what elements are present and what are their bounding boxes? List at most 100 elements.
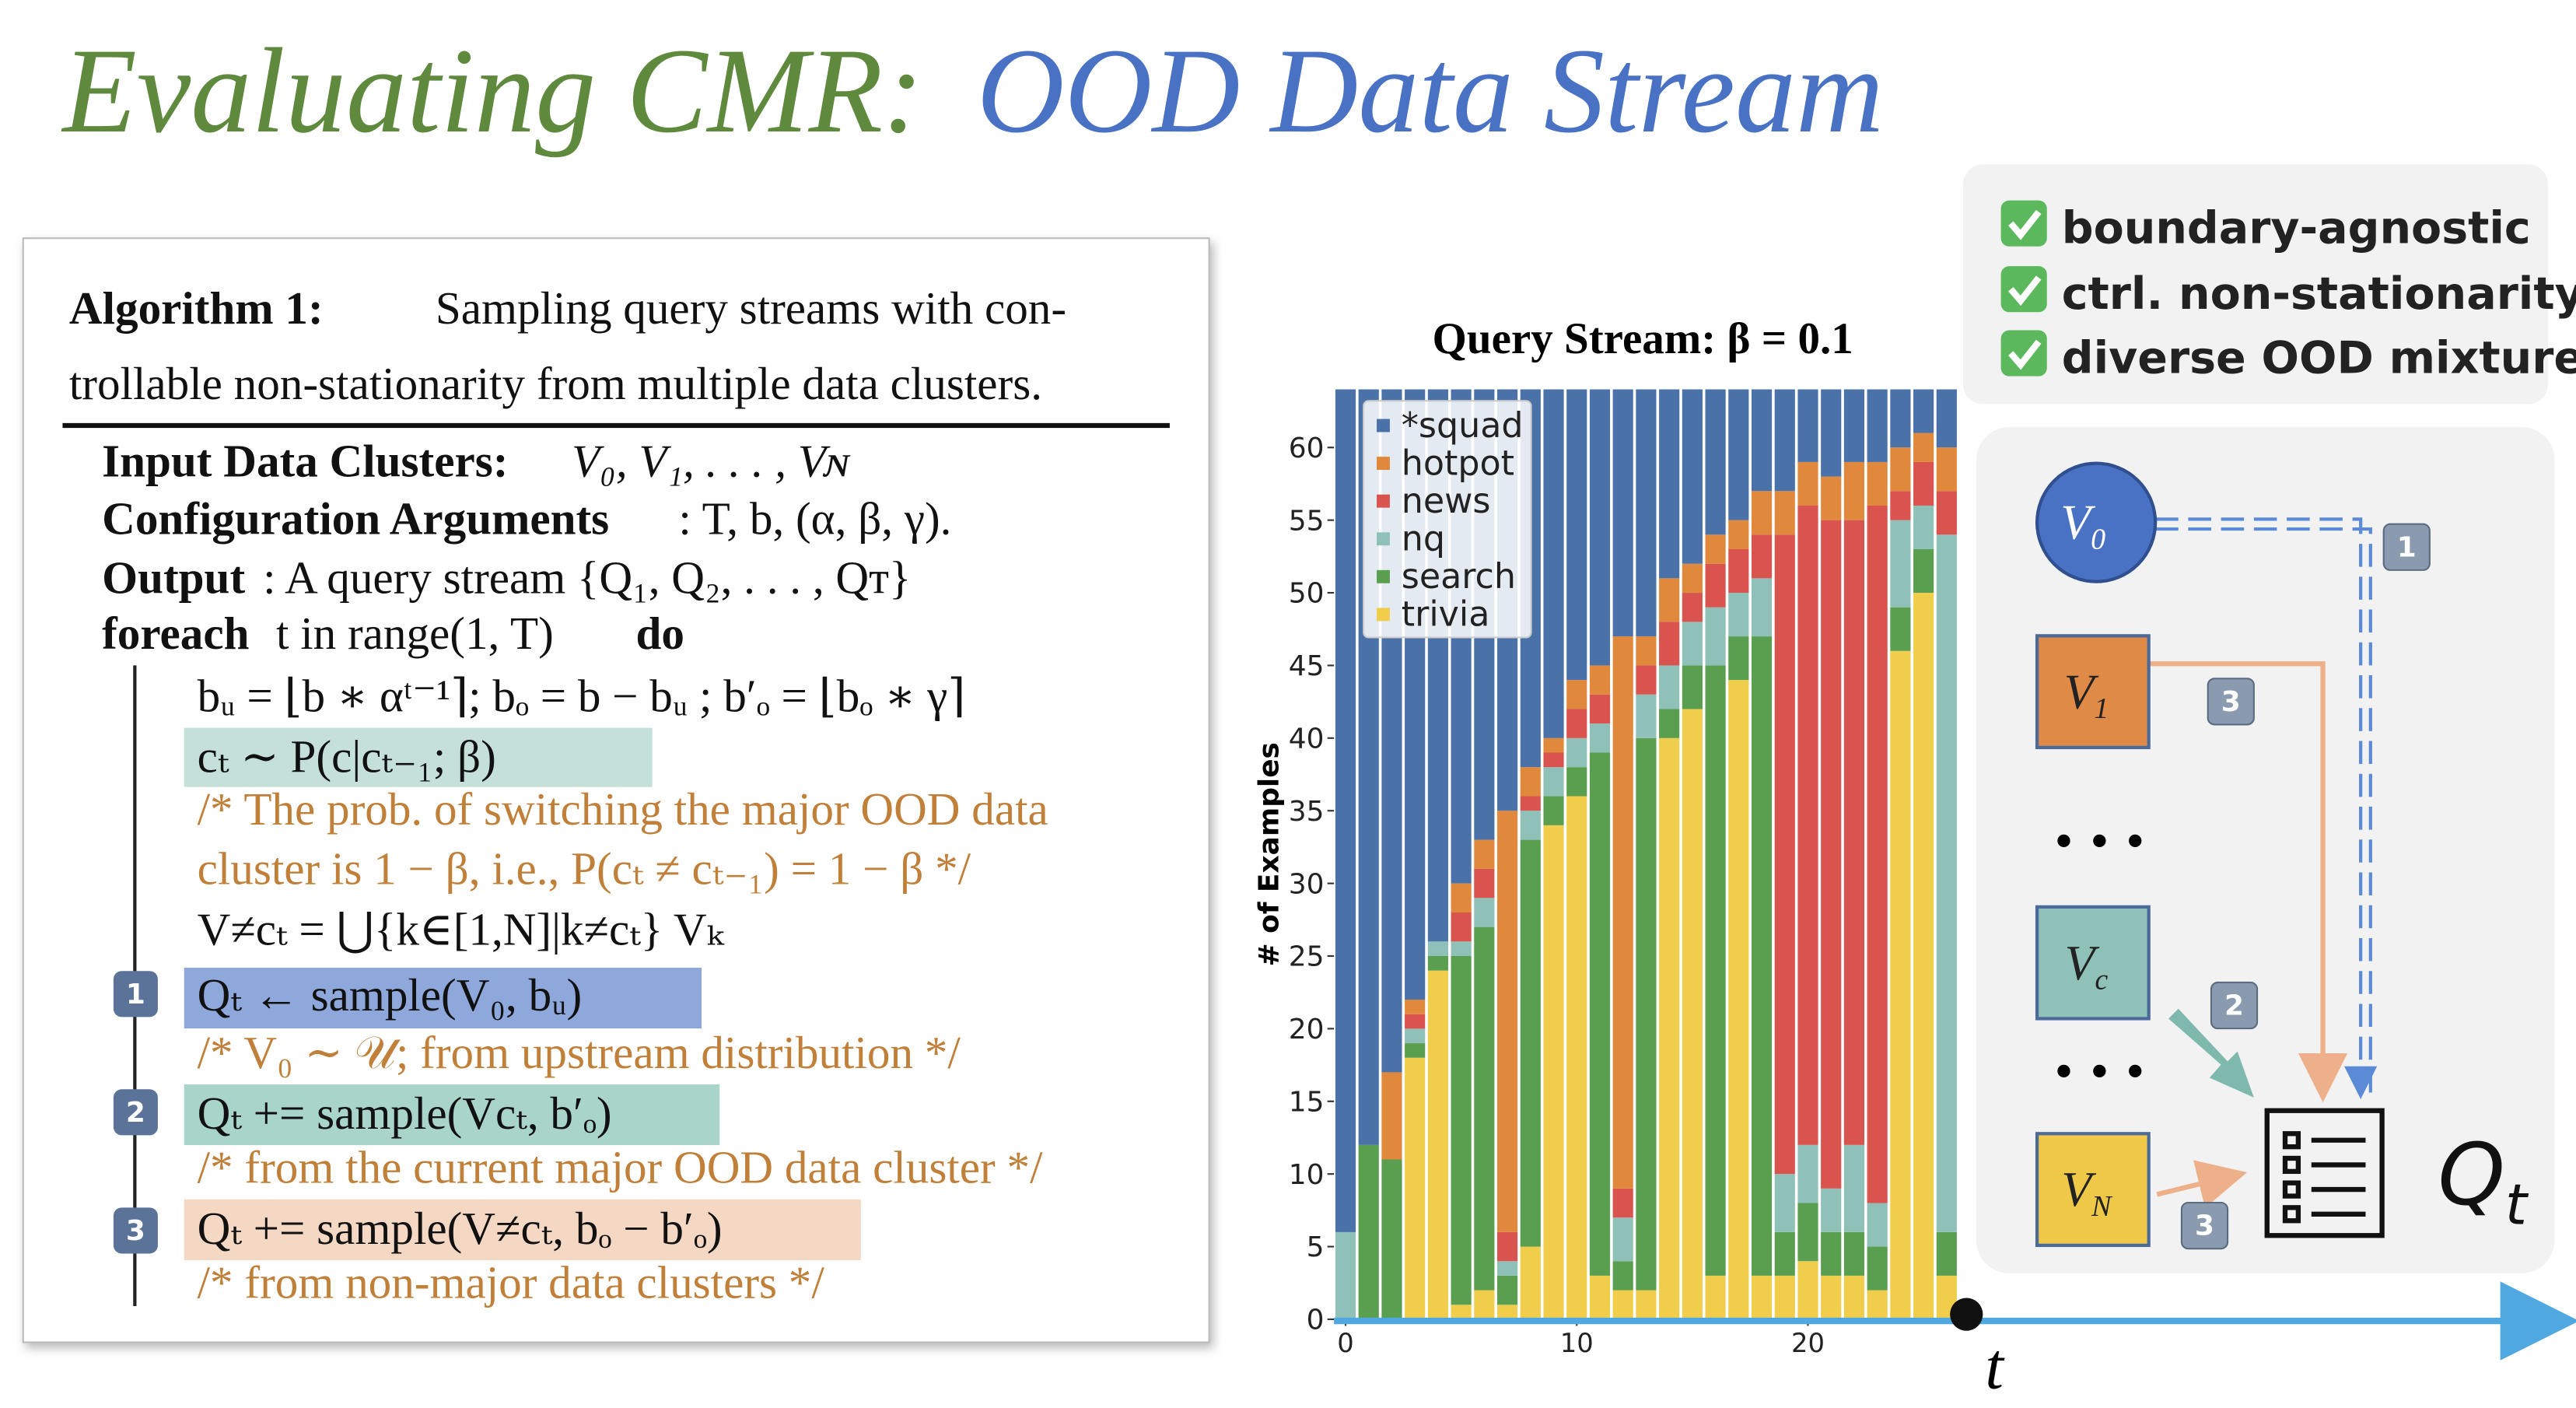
title-part: OOD Data Stream — [977, 23, 1884, 158]
bar-segment — [1682, 389, 1703, 564]
arrow — [2148, 661, 2348, 1103]
bar-segment — [1797, 1203, 1818, 1262]
input-text: t in range(1, T) — [276, 608, 554, 659]
bar-segment — [1520, 839, 1541, 1247]
y-tick-label: 25 — [1289, 941, 1325, 973]
bar-segment — [1381, 1159, 1402, 1319]
bar-segment — [1566, 389, 1587, 681]
bar-segment — [1659, 737, 1680, 1319]
node — [2035, 634, 2151, 750]
legend-label: nq — [1402, 520, 1445, 559]
bar-segment — [1589, 1275, 1611, 1319]
bar-segment — [1636, 694, 1657, 738]
time-dot — [1950, 1298, 1983, 1331]
legend-marker — [1377, 569, 1390, 583]
bar-segment — [1427, 941, 1448, 956]
input-text: do — [636, 608, 684, 659]
code-line: V≠cₜ = ⋃{k∈[1,N]|k≠cₜ} Vₖ — [198, 903, 725, 954]
input-label: Input Data Clusters: — [102, 435, 508, 486]
bar-segment — [1381, 1072, 1402, 1160]
bar-segment — [1936, 1231, 1957, 1276]
bar-segment — [1797, 1261, 1818, 1319]
bar-segment — [1612, 389, 1633, 637]
bar-segment — [1890, 389, 1911, 448]
node-base: V — [2065, 936, 2100, 990]
bar-segment — [1821, 1188, 1842, 1232]
input-label: foreach — [102, 608, 249, 659]
bar-segment — [1474, 898, 1495, 927]
code-line: Qₜ ← sample(V₀, bᵤ) — [198, 969, 583, 1021]
badge — [113, 971, 158, 1017]
bar-segment — [1659, 665, 1680, 709]
bar-segment — [1612, 1290, 1633, 1319]
bar-segment — [1451, 1305, 1472, 1319]
legend-marker — [1377, 457, 1390, 471]
node-label: VN — [2061, 1162, 2113, 1223]
y-axis-label: # of Examples — [1253, 742, 1285, 966]
algorithm-caption: trollable non-stationarity from multiple… — [69, 358, 1042, 409]
bar-segment — [1774, 389, 1795, 492]
highlight — [184, 1084, 720, 1146]
bar-segment — [1589, 665, 1611, 695]
highlight — [184, 727, 653, 787]
bar-segment — [1589, 389, 1611, 666]
y-tick-label: 35 — [1289, 796, 1325, 828]
bar-segment — [1913, 389, 1934, 433]
node-sub: 0 — [2091, 523, 2105, 555]
bar-segment — [1612, 1188, 1633, 1218]
bar-segment — [1936, 491, 1957, 535]
axis-label: t — [1985, 1331, 2005, 1403]
bar-segment — [1867, 389, 1888, 462]
bar-segment — [1612, 1261, 1633, 1291]
badge-text: 3 — [126, 1215, 145, 1247]
bar-segment — [1843, 1144, 1865, 1232]
arrow — [2155, 517, 2378, 1099]
legend-marker — [1377, 494, 1390, 508]
bar-segment — [1843, 389, 1865, 462]
bar-segment — [1728, 680, 1749, 1319]
bar-segment — [1682, 709, 1703, 1319]
input-text: : T, b, (α, β, γ). — [678, 492, 951, 544]
check-icon — [2000, 266, 2047, 313]
chart-title: Query Stream: β = 0.1 — [1433, 314, 1853, 363]
feature: ctrl. non-stationarity — [2062, 268, 2576, 320]
input-label: Configuration Arguments — [102, 492, 609, 544]
bar-segment — [1890, 650, 1911, 1319]
bar-segment — [1728, 389, 1749, 520]
algorithm-box — [22, 237, 1210, 1343]
code-comment: /* from the current major OOD data clust… — [198, 1142, 1043, 1193]
bar-segment — [1612, 1217, 1633, 1262]
code-comment: /* The prob. of switching the major OOD … — [198, 783, 1048, 835]
bar-segment — [1474, 926, 1495, 1291]
bar-segment — [1496, 1231, 1518, 1262]
bar-segment — [1427, 970, 1448, 1319]
bar-segment — [1913, 505, 1934, 550]
highlight — [184, 967, 702, 1029]
bar-segment — [1682, 593, 1703, 622]
node-base: V — [2061, 1162, 2096, 1217]
bar-segment — [1566, 796, 1587, 1319]
badge-text: 3 — [2195, 1210, 2214, 1242]
bar-segment — [1797, 389, 1818, 462]
bar-segment — [1821, 476, 1842, 520]
bar-segment — [1405, 1000, 1426, 1014]
algorithm-caption: Sampling query streams with con- — [436, 282, 1066, 334]
bar-segment — [1751, 491, 1773, 535]
node-sub: N — [2091, 1190, 2113, 1223]
badge-text: 2 — [126, 1097, 145, 1129]
bar-segment — [1682, 665, 1703, 709]
output-sub: t — [2505, 1172, 2529, 1237]
bar-segment — [1496, 1261, 1518, 1276]
bar-segment — [1890, 447, 1911, 492]
bar-segment — [1659, 709, 1680, 738]
y-tick-label: 10 — [1289, 1159, 1325, 1191]
list-icon — [2264, 1108, 2385, 1238]
bar-segment — [1405, 1028, 1426, 1044]
legend-label: search — [1402, 557, 1516, 597]
check-icon — [2000, 330, 2047, 377]
check-icon — [2000, 200, 2047, 247]
bar-segment — [1821, 520, 1842, 1189]
bar-segment — [1474, 1290, 1495, 1319]
